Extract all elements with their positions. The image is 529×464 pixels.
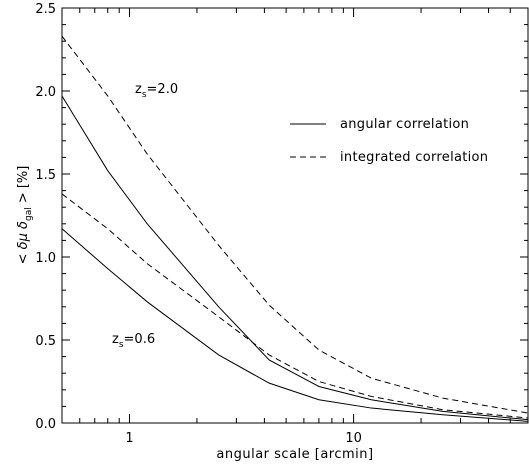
x-tick-label: 10 bbox=[345, 431, 362, 446]
series-line-dashed-3 bbox=[61, 193, 529, 419]
y-tick-label: 2.5 bbox=[35, 2, 56, 17]
series-line-solid-2 bbox=[61, 228, 529, 422]
legend: angular correlation integrated correlati… bbox=[290, 117, 488, 165]
y-axis-label-suffix: > [%] bbox=[16, 166, 31, 208]
y-tick-label: 1.0 bbox=[35, 251, 56, 266]
y-axis-label-sub: gal bbox=[24, 207, 34, 221]
y-tick-label: 1.5 bbox=[35, 168, 56, 183]
y-ticks: 0.0 0.5 1.0 1.5 2.0 2.5 bbox=[35, 2, 528, 432]
x-ticks: 1 10 bbox=[61, 8, 529, 446]
series-line-solid-0 bbox=[61, 95, 529, 421]
y-tick-label: 0.5 bbox=[35, 334, 56, 349]
legend-label-integrated: integrated correlation bbox=[340, 150, 488, 165]
plot-axes bbox=[61, 7, 529, 424]
plot-frame bbox=[61, 7, 529, 424]
x-axis-label: angular scale [arcmin] bbox=[216, 447, 373, 462]
y-axis-label: < δμ δgal > [%] bbox=[16, 166, 34, 265]
annotation-zs-06: zs=0.6 bbox=[112, 332, 155, 350]
series-line-dashed-1 bbox=[61, 35, 529, 414]
annotation-zs-2: zs=2.0 bbox=[135, 82, 178, 100]
legend-label-angular: angular correlation bbox=[340, 117, 469, 132]
y-axis-label-prefix: < δμ δ bbox=[16, 221, 31, 264]
y-tick-label: 0.0 bbox=[35, 417, 56, 432]
x-tick-label: 1 bbox=[125, 431, 133, 446]
series-layer bbox=[61, 35, 529, 422]
y-tick-label: 2.0 bbox=[35, 85, 56, 100]
